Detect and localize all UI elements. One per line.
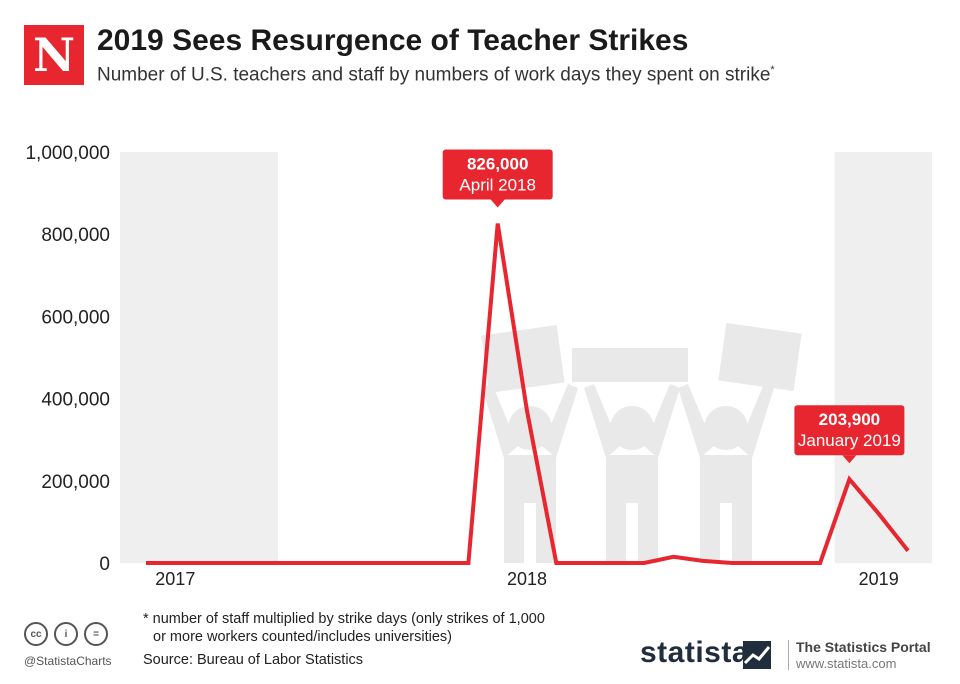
chart-title: 2019 Sees Resurgence of Teacher Strikes [97,24,689,57]
y-tick-label: 400,000 [41,390,110,411]
protester-body-shape [700,455,752,563]
chart-subtitle: Number of U.S. teachers and staff by num… [97,64,775,86]
cc-icon: cc [24,622,48,646]
y-tick-label: 600,000 [41,307,110,328]
protester-body-shape [504,455,556,563]
statista-url: www.statista.com [796,656,897,671]
protester-head-shape [704,406,748,450]
protester-arms-shape [482,384,578,458]
annotation-box [794,405,905,456]
statistics-portal-label: The Statistics Portal [796,639,931,655]
portal-divider [788,640,789,670]
y-tick-label: 200,000 [41,472,110,493]
annotation-date: April 2018 [459,176,536,195]
protest-sign-shape [718,322,802,392]
footnote-line-2: or more workers counted/includes univers… [153,629,452,645]
year-band-2019 [834,152,932,563]
y-tick-label: 0 [99,554,110,575]
y-tick-label: 800,000 [41,225,110,246]
annotation-value: 203,900 [819,410,880,429]
footnote-line-1: * number of staff multiplied by strike d… [143,611,545,627]
protester-arms-shape [584,384,680,458]
x-year-label: 2018 [507,569,547,589]
statista-wave-icon [743,646,771,665]
x-year-label: 2017 [155,569,195,589]
y-tick-label: 1,000,000 [25,143,110,164]
statista-logo-icon [743,641,771,669]
protester-head-shape [610,406,654,450]
protester-body-shape [606,455,658,563]
subtitle-text: Number of U.S. teachers and staff by num… [97,64,771,86]
attribution-icon: i [54,622,78,646]
source-note: Source: Bureau of Labor Statistics [143,652,364,668]
annotation-date: January 2019 [798,431,901,450]
series-line [146,223,910,565]
subtitle-footnote-marker: * [770,64,775,76]
protest-sign-shape [481,324,565,394]
annotation-pointer [490,199,505,208]
footnote: * number of staff multiplied by strike d… [143,610,613,646]
creative-commons-icons: cc i = [24,622,108,646]
statista-brand: statista [640,636,750,669]
no-derivatives-icon: = [84,622,108,646]
annotation-value: 826,000 [467,155,528,174]
annotation-box [442,149,553,200]
protester-arms-shape [678,384,774,458]
year-band-2017 [120,152,278,563]
x-year-label: 2019 [859,569,899,589]
newsweek-logo: N [24,25,84,85]
protest-sign-shape [572,348,688,382]
protesters-illustration [481,322,802,563]
annotation-pointer [842,455,857,464]
statista-handle: @StatistaCharts [24,654,112,668]
